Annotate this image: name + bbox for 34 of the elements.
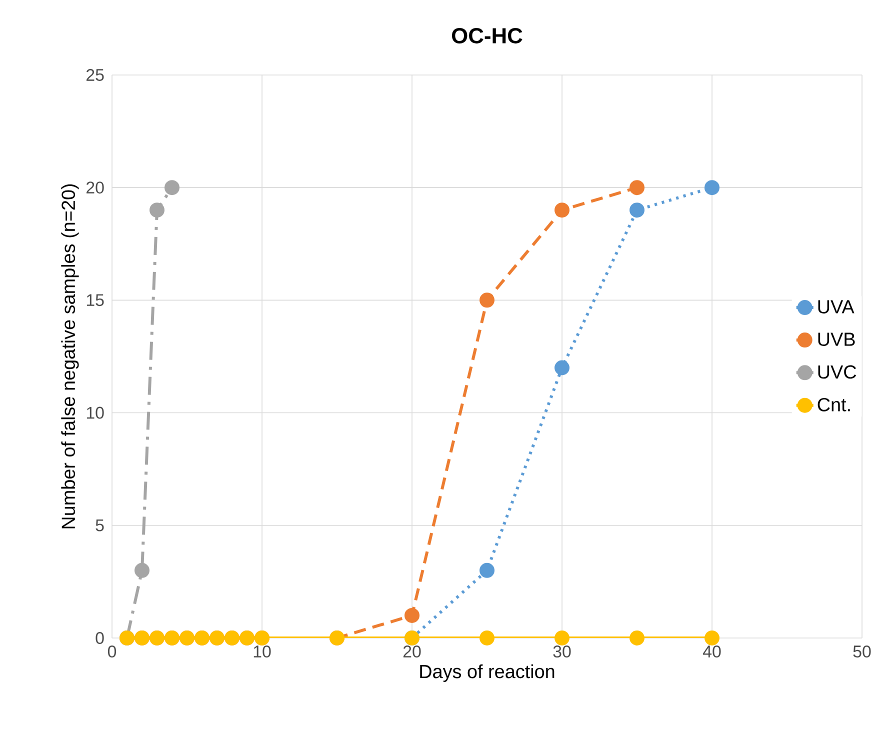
point bbox=[704, 630, 720, 646]
y-tick-label: 25 bbox=[86, 68, 104, 81]
chart-title: OC-HC bbox=[452, 28, 522, 44]
point bbox=[554, 202, 570, 218]
x-tick-label: 50 bbox=[853, 646, 871, 658]
point bbox=[480, 562, 495, 578]
point bbox=[164, 180, 180, 196]
legend-label: Cnt. bbox=[818, 398, 850, 412]
point bbox=[554, 630, 570, 646]
y-axis-title: Number of false negative samples (n=20) bbox=[61, 184, 79, 528]
x-tick-label: 30 bbox=[553, 646, 571, 658]
y-tick-label: 0 bbox=[96, 632, 104, 644]
point bbox=[480, 630, 495, 646]
y-tick-label: 15 bbox=[86, 294, 104, 306]
y-tick-label: 5 bbox=[96, 519, 104, 532]
y-tick-label: 10 bbox=[86, 406, 104, 419]
point bbox=[554, 360, 570, 376]
point bbox=[150, 202, 165, 218]
point bbox=[480, 292, 495, 308]
point bbox=[630, 202, 645, 218]
point bbox=[134, 562, 150, 578]
point bbox=[630, 180, 645, 196]
x-tick-label: 10 bbox=[254, 646, 271, 658]
x-tick-label: 40 bbox=[702, 646, 721, 658]
legend-label: UVB bbox=[818, 332, 855, 346]
x-axis-title: Days of reaction bbox=[420, 664, 554, 682]
point bbox=[404, 608, 420, 623]
legend-label: UVC bbox=[818, 365, 856, 379]
x-tick-label: 0 bbox=[108, 646, 116, 658]
point bbox=[630, 630, 645, 646]
y-tick-label: 20 bbox=[86, 182, 104, 194]
point bbox=[704, 180, 720, 196]
x-tick-label: 20 bbox=[403, 646, 421, 658]
legend-label: UVA bbox=[818, 300, 854, 314]
